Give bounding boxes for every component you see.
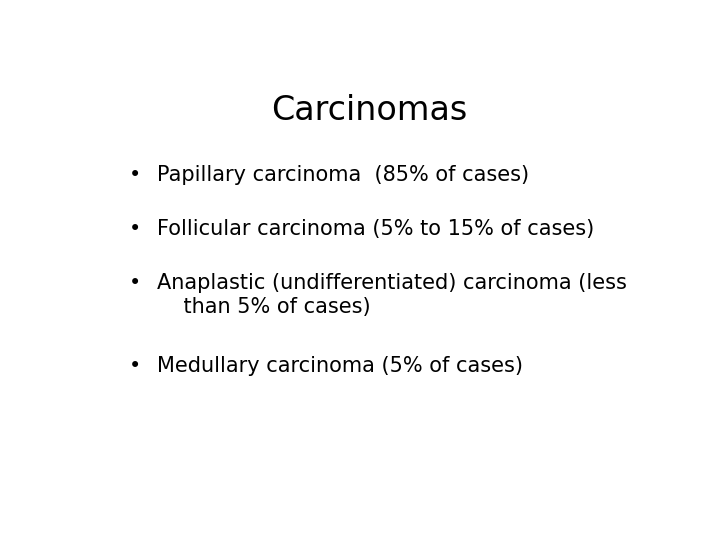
Text: •: •: [129, 356, 141, 376]
Text: •: •: [129, 219, 141, 239]
Text: Anaplastic (undifferentiated) carcinoma (less
    than 5% of cases): Anaplastic (undifferentiated) carcinoma …: [157, 273, 627, 318]
Text: •: •: [129, 165, 141, 185]
Text: Carcinomas: Carcinomas: [271, 94, 467, 127]
Text: Medullary carcinoma (5% of cases): Medullary carcinoma (5% of cases): [157, 356, 523, 376]
Text: Papillary carcinoma  (85% of cases): Papillary carcinoma (85% of cases): [157, 165, 529, 185]
Text: Follicular carcinoma (5% to 15% of cases): Follicular carcinoma (5% to 15% of cases…: [157, 219, 594, 239]
Text: •: •: [129, 273, 141, 293]
